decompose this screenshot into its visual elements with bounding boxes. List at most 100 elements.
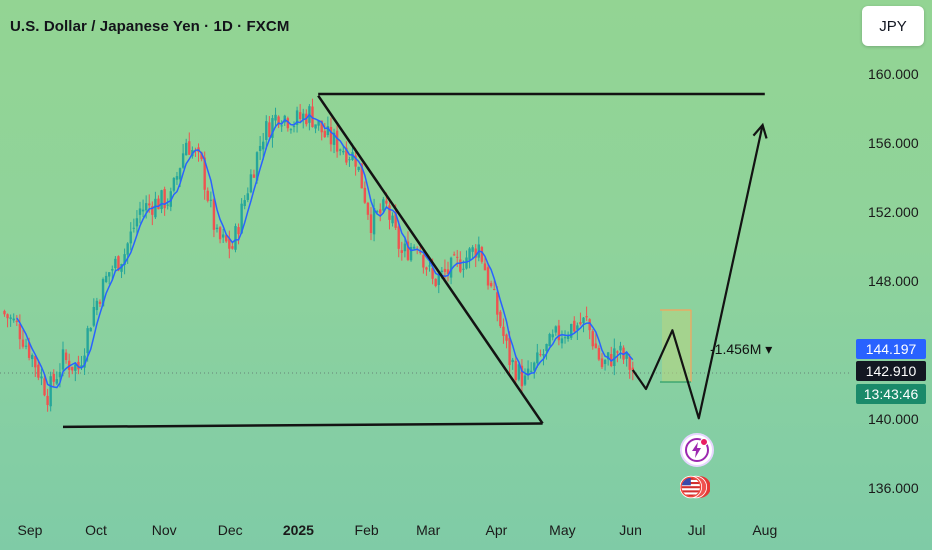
candle-body bbox=[302, 113, 305, 120]
candle-body bbox=[132, 227, 136, 229]
candle-body bbox=[314, 124, 317, 129]
time-tick-label: Dec bbox=[217, 522, 243, 538]
candle-body bbox=[92, 306, 95, 326]
candle-body bbox=[9, 317, 12, 319]
candle-body bbox=[117, 256, 120, 271]
time-tick-label: Feb bbox=[354, 522, 379, 538]
candle-body bbox=[46, 395, 49, 406]
candle-body bbox=[360, 163, 363, 189]
price-tick-label: 156.000 bbox=[868, 135, 919, 151]
candle-body bbox=[123, 254, 126, 265]
candle-body bbox=[86, 328, 89, 354]
candle-body bbox=[89, 327, 92, 332]
candle-body bbox=[480, 247, 484, 262]
candle-body bbox=[563, 337, 567, 339]
candle-body bbox=[582, 317, 585, 324]
candle-body bbox=[486, 267, 490, 286]
candle-body bbox=[95, 300, 99, 311]
candle-body bbox=[554, 326, 557, 333]
candle-body bbox=[126, 243, 129, 255]
candle-body bbox=[452, 254, 456, 256]
candle-body bbox=[431, 267, 434, 279]
candle-body bbox=[437, 274, 440, 285]
candle-body bbox=[462, 268, 465, 270]
price-tick-label: 160.000 bbox=[868, 66, 919, 82]
candle-body bbox=[422, 255, 425, 268]
candle-body bbox=[372, 208, 376, 235]
candle-body bbox=[594, 343, 598, 349]
candle-body bbox=[493, 289, 496, 291]
candle-body bbox=[391, 215, 394, 224]
candle-body bbox=[71, 366, 74, 371]
candle-body bbox=[268, 122, 271, 137]
candle-body bbox=[351, 152, 354, 160]
price-tick-label: 152.000 bbox=[868, 204, 919, 220]
candle-body bbox=[375, 211, 379, 213]
price-tick-label: 148.000 bbox=[868, 273, 919, 289]
candle-body bbox=[234, 226, 237, 250]
projection-arrowhead bbox=[752, 122, 768, 139]
last-price-tag: 142.910 bbox=[856, 361, 926, 381]
candle-body bbox=[209, 199, 213, 201]
candle-body bbox=[496, 292, 499, 315]
candle-body bbox=[240, 203, 243, 234]
candle-body bbox=[286, 118, 290, 129]
candle-body bbox=[80, 365, 83, 368]
candle-body bbox=[74, 364, 77, 371]
candle-body bbox=[52, 373, 55, 382]
candle-body bbox=[616, 351, 619, 353]
candle-body bbox=[468, 248, 471, 260]
time-tick-label: 2025 bbox=[282, 522, 314, 538]
candle-body bbox=[27, 342, 31, 358]
candle-body bbox=[529, 370, 533, 372]
candle-body bbox=[523, 375, 527, 385]
candle-body bbox=[258, 145, 262, 151]
candle-body bbox=[61, 349, 65, 370]
candle-body bbox=[31, 355, 34, 360]
countdown-tag: 13:43:46 bbox=[856, 384, 926, 404]
candle-body bbox=[157, 198, 160, 210]
candle-body bbox=[255, 152, 259, 181]
candle-body bbox=[505, 334, 508, 341]
candle-body bbox=[148, 203, 151, 206]
candle-body bbox=[542, 354, 545, 356]
support-line bbox=[62, 422, 543, 429]
time-tick-label: Jun bbox=[619, 522, 642, 538]
candle-body bbox=[406, 241, 410, 260]
candle-body bbox=[449, 257, 453, 278]
candle-body bbox=[49, 376, 52, 407]
candle-body bbox=[446, 269, 450, 275]
lightning-event-icon[interactable] bbox=[680, 433, 714, 467]
candle-body bbox=[511, 359, 514, 363]
candle-body bbox=[77, 361, 80, 370]
candle-body bbox=[428, 265, 431, 267]
candle-body bbox=[603, 359, 607, 365]
candle-body bbox=[520, 365, 524, 387]
candle-body bbox=[221, 234, 225, 238]
candle-body bbox=[419, 251, 422, 253]
candle-body bbox=[403, 243, 407, 252]
candle-body bbox=[379, 209, 382, 214]
moving-average-line bbox=[16, 113, 634, 389]
price-tick-label: 136.000 bbox=[868, 480, 919, 496]
candle-body bbox=[354, 155, 357, 167]
candle-body bbox=[514, 360, 517, 381]
candle-body bbox=[434, 278, 437, 287]
candle-body bbox=[206, 190, 209, 201]
currency-button[interactable]: JPY bbox=[862, 6, 924, 46]
candle-body bbox=[64, 352, 68, 361]
candle-body bbox=[237, 227, 240, 235]
candle-body bbox=[499, 311, 502, 327]
candle-body bbox=[606, 352, 610, 360]
candle-body bbox=[619, 345, 622, 351]
us-flag-event-icon[interactable] bbox=[680, 472, 710, 502]
candle-body bbox=[181, 153, 185, 168]
candle-body bbox=[83, 355, 86, 368]
candle-body bbox=[345, 147, 348, 163]
candle-body bbox=[178, 168, 182, 180]
candle-body bbox=[37, 364, 40, 378]
candle-body bbox=[382, 199, 385, 211]
candle-body bbox=[483, 263, 487, 271]
